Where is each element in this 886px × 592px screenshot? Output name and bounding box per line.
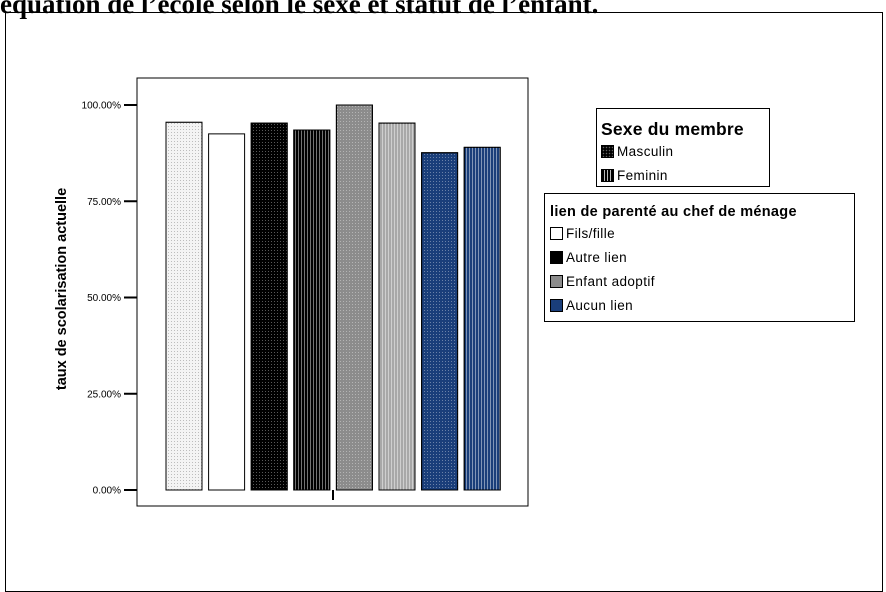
legend-swatch-fils-fille <box>550 226 563 240</box>
y-axis-label: taux de scolarisation actuelle <box>54 188 70 390</box>
y-tick-label: 75.00% <box>87 197 121 208</box>
legend-swatch-enfant-adoptif <box>550 274 563 288</box>
legend-label: Aucun lien <box>566 297 634 313</box>
legend-label: Autre lien <box>566 249 628 265</box>
legend-item-feminin: Feminin <box>601 163 769 187</box>
legend-link-title: lien de parenté au chef de ménage <box>550 204 797 220</box>
legend-item-enfant-adoptif: Enfant adoptif <box>550 269 854 293</box>
page-heading: équation de l’école selon le sexe et sta… <box>0 0 599 19</box>
legend-swatch-masculin <box>601 144 614 158</box>
legend-swatch-aucun-lien <box>550 298 563 312</box>
bar-pattern <box>293 129 331 491</box>
legend-sex: Sexe du membre Masculin Feminin <box>596 108 770 187</box>
legend-label: Masculin <box>617 143 674 159</box>
legend-sex-title: Sexe du membre <box>601 119 744 139</box>
legend-swatch-feminin <box>601 168 614 182</box>
legend-item-autre-lien: Autre lien <box>550 245 854 269</box>
bar-pattern <box>378 122 416 491</box>
y-tick-label: 50.00% <box>87 293 121 304</box>
legend-link: lien de parenté au chef de ménage Fils/f… <box>544 193 855 322</box>
y-tick-label: 25.00% <box>87 389 121 400</box>
legend-item-fils-fille: Fils/fille <box>550 221 854 245</box>
y-tick-label: 0.00% <box>93 486 121 497</box>
legend-swatch-autre-lien <box>550 250 563 264</box>
bar-pattern <box>335 104 373 491</box>
legend-label: Fils/fille <box>566 225 616 241</box>
bar <box>208 133 246 491</box>
legend-item-masculin: Masculin <box>601 139 769 163</box>
y-tick-label: 100.00% <box>82 101 122 112</box>
legend-label: Enfant adoptif <box>566 273 655 289</box>
legend-label: Feminin <box>617 167 668 183</box>
bar-pattern <box>165 121 203 491</box>
bar-pattern <box>421 152 459 491</box>
bar-pattern <box>463 146 501 491</box>
legend-item-aucun-lien: Aucun lien <box>550 293 854 317</box>
bar-pattern <box>250 122 288 491</box>
